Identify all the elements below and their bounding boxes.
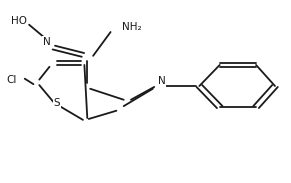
Text: S: S (54, 98, 60, 108)
Text: Cl: Cl (6, 75, 17, 85)
Text: NH₂: NH₂ (122, 23, 142, 32)
Text: N: N (158, 76, 165, 86)
Text: N: N (43, 37, 50, 47)
Text: HO: HO (11, 16, 27, 26)
